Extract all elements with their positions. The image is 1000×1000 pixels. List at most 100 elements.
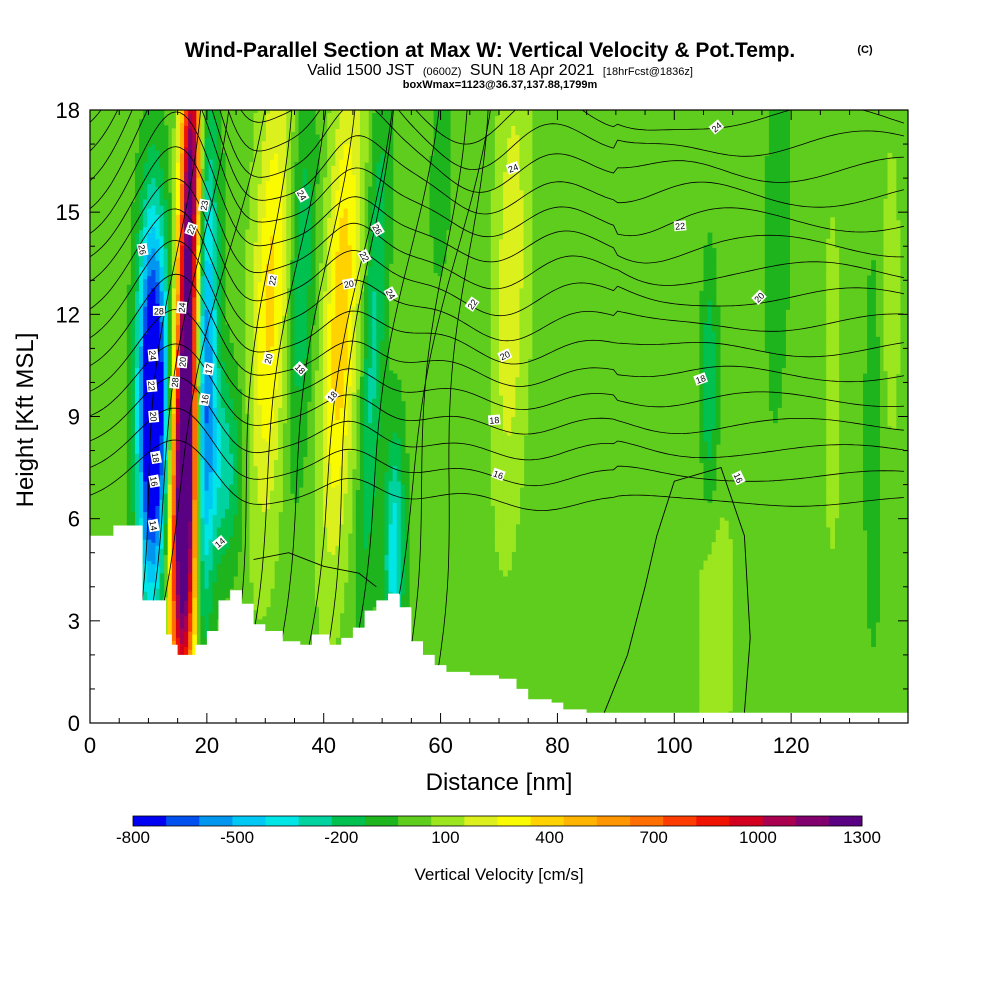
velocity-cell (192, 183, 197, 188)
velocity-cell (184, 152, 189, 157)
velocity-cell (184, 536, 189, 540)
velocity-cell (216, 465, 222, 470)
velocity-cell (179, 263, 185, 267)
velocity-cell (184, 168, 189, 172)
velocity-cell (188, 505, 193, 510)
velocity-cell (147, 232, 152, 237)
velocity-cell (143, 529, 148, 534)
velocity-cell (253, 441, 259, 445)
velocity-cell (229, 474, 234, 479)
velocity-cell (208, 318, 214, 323)
velocity-cell (130, 511, 136, 516)
velocity-cell (224, 456, 230, 461)
velocity-cell (208, 244, 214, 249)
velocity-cell (224, 557, 230, 562)
velocity-cell (171, 566, 177, 571)
velocity-cell (171, 502, 177, 506)
velocity-cell (212, 416, 218, 421)
velocity-cell (130, 404, 136, 408)
velocity-cell (184, 342, 189, 347)
velocity-cell (257, 600, 263, 605)
velocity-cell (253, 437, 259, 442)
velocity-cell (179, 621, 185, 626)
velocity-cell (184, 483, 189, 488)
velocity-cell (237, 434, 242, 439)
velocity-cell (249, 437, 255, 442)
velocity-cell (196, 162, 202, 166)
velocity-cell (159, 591, 165, 595)
velocity-cell (184, 131, 189, 136)
velocity-cell (192, 499, 197, 503)
velocity-cell (134, 232, 140, 237)
velocity-cell (171, 205, 177, 209)
velocity-cell (192, 505, 197, 510)
velocity-cell (163, 364, 169, 369)
velocity-cell (184, 287, 189, 292)
velocity-cell (224, 416, 230, 421)
velocity-cell (233, 542, 238, 546)
velocity-cell (192, 134, 197, 139)
velocity-cell (196, 263, 202, 267)
velocity-cell (208, 450, 214, 454)
velocity-cell (188, 459, 193, 464)
velocity-cell (224, 330, 230, 335)
velocity-cell (208, 471, 214, 476)
velocity-cell (249, 459, 255, 464)
velocity-cell (257, 428, 263, 433)
velocity-cell (237, 502, 242, 506)
velocity-cell (147, 290, 152, 295)
velocity-cell (253, 551, 259, 556)
velocity-cell (212, 508, 218, 513)
velocity-cell (229, 352, 234, 356)
velocity-cell (184, 155, 189, 160)
velocity-cell (220, 159, 226, 163)
velocity-cell (245, 385, 251, 390)
velocity-cell (163, 523, 169, 528)
velocity-cell (253, 235, 259, 240)
velocity-cell (167, 241, 173, 246)
velocity-cell (171, 287, 177, 292)
velocity-cell (249, 235, 255, 240)
velocity-cell (220, 413, 226, 418)
velocity-cell (208, 398, 214, 402)
velocity-cell (200, 312, 206, 316)
velocity-cell (212, 444, 218, 448)
velocity-cell (204, 551, 210, 556)
velocity-cell (220, 327, 226, 332)
velocity-cell (151, 582, 157, 586)
velocity-cell (184, 425, 189, 430)
velocity-cell (175, 174, 181, 179)
velocity-cell (184, 563, 189, 568)
velocity-cell (184, 646, 189, 651)
velocity-cell (212, 471, 218, 476)
velocity-cell (167, 502, 173, 506)
velocity-cell (179, 545, 185, 549)
velocity-cell (143, 183, 148, 188)
velocity-cell (163, 477, 169, 482)
velocity-cell (163, 548, 169, 552)
velocity-cell (224, 511, 230, 516)
velocity-cell (184, 269, 189, 274)
velocity-cell (196, 177, 202, 182)
velocity-cell (204, 355, 210, 359)
velocity-cell (126, 468, 132, 473)
velocity-cell (167, 232, 173, 237)
velocity-cell (159, 241, 165, 246)
velocity-cell (126, 459, 132, 464)
velocity-cell (167, 217, 173, 221)
velocity-cell (245, 247, 251, 252)
velocity-cell (188, 244, 193, 249)
velocity-cell (184, 171, 189, 175)
velocity-cell (126, 431, 132, 436)
velocity-cell (192, 278, 197, 283)
velocity-cell (249, 355, 255, 359)
velocity-cell (147, 422, 152, 427)
velocity-cell (229, 361, 234, 365)
velocity-cell (184, 180, 189, 185)
velocity-cell (192, 431, 197, 436)
velocity-cell (192, 514, 197, 519)
velocity-cell (179, 379, 185, 384)
velocity-cell (143, 588, 148, 592)
velocity-cell (208, 214, 214, 218)
